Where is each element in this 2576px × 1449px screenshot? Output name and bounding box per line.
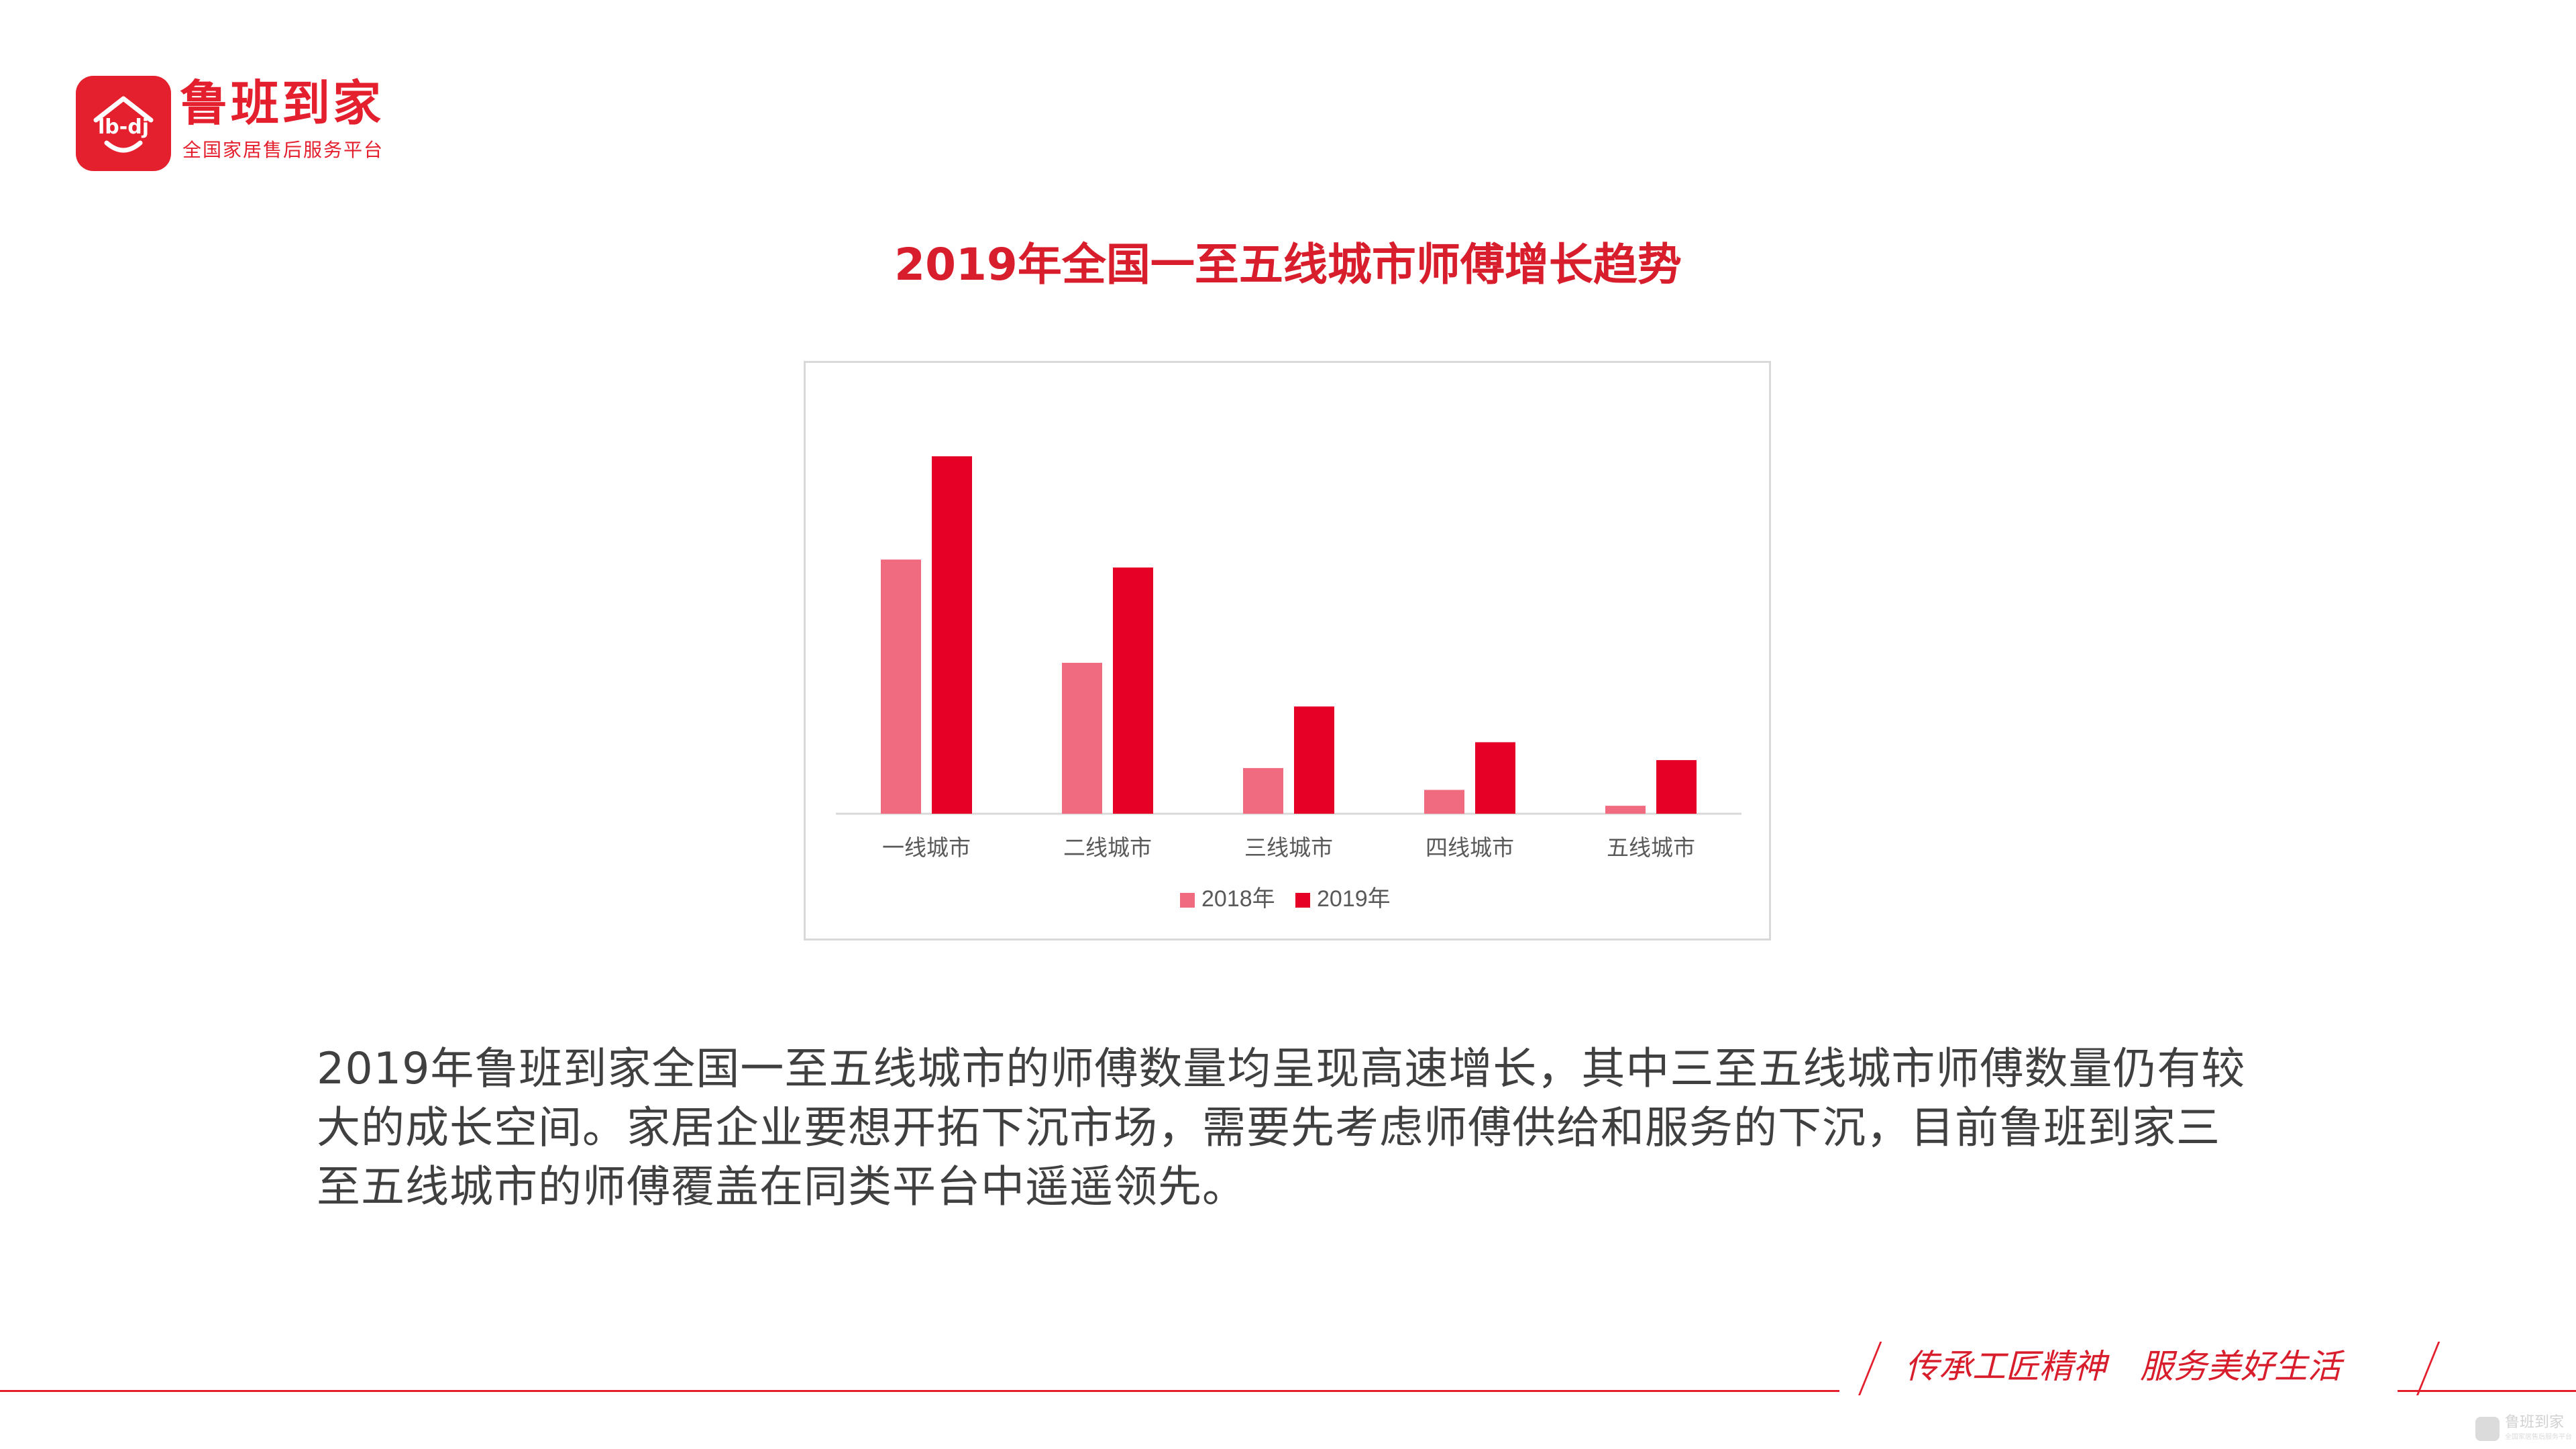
x-tick-label: 二线城市 — [1063, 835, 1152, 861]
bar-2019-3 — [1294, 706, 1334, 814]
watermark-logo-icon — [2475, 1417, 2500, 1441]
footer-slogan-1: 传承工匠精神 — [1905, 1347, 2106, 1386]
bar-2018-3 — [1243, 767, 1283, 814]
legend-swatch-2019 — [1295, 893, 1310, 908]
bar-2018-4 — [1424, 790, 1464, 814]
bar-chart: 一线城市 二线城市 三线城市 四线城市 五线城市 2018年 2019年 — [836, 456, 1741, 912]
footer-slash-left — [1858, 1342, 1882, 1395]
bar-2019-2 — [1113, 567, 1153, 814]
bar-2018-2 — [1062, 663, 1102, 814]
logo-name: 鲁班到家 — [180, 75, 384, 131]
logo-badge: lb-dj — [76, 76, 171, 171]
logo-house-icon: lb-dj — [93, 96, 154, 153]
bar-2019-5 — [1656, 760, 1697, 814]
bar-2019-1 — [932, 456, 972, 814]
x-tick-label: 四线城市 — [1426, 835, 1514, 861]
description-paragraph: 2019年鲁班到家全国一至五线城市的师傅数量均呈现高速增长，其中三至五线城市师傅… — [317, 1044, 2246, 1212]
watermark-text: 鲁班到家 — [2505, 1414, 2565, 1431]
footer-slash-right — [2416, 1342, 2440, 1395]
page-title: 2019年全国一至五线城市师傅增长趋势 — [894, 239, 1682, 290]
legend-label-2019: 2019年 — [1317, 886, 1391, 912]
x-tick-label: 五线城市 — [1607, 835, 1695, 861]
footer-slogan-2: 服务美好生活 — [2140, 1347, 2341, 1386]
watermark: 鲁班到家 全国家居售后服务平台 — [2475, 1414, 2572, 1445]
legend-label-2018: 2018年 — [1201, 886, 1275, 912]
footer-divider-left — [0, 1390, 1839, 1392]
footer-slogan: 传承工匠精神 服务美好生活 — [1905, 1350, 2341, 1383]
legend-swatch-2018 — [1180, 893, 1195, 908]
x-tick-label: 一线城市 — [882, 835, 971, 861]
bar-2018-1 — [881, 559, 921, 814]
x-tick-label: 三线城市 — [1244, 835, 1333, 861]
bar-2019-4 — [1475, 742, 1515, 814]
chart-frame: 一线城市 二线城市 三线城市 四线城市 五线城市 2018年 2019年 — [804, 361, 1771, 941]
footer-divider-right — [2398, 1390, 2576, 1392]
watermark-subtext: 全国家居售后服务平台 — [2505, 1434, 2572, 1441]
logo-badge-text: lb-dj — [98, 115, 149, 139]
logo-tagline: 全国家居售后服务平台 — [182, 139, 384, 161]
bar-2018-5 — [1605, 806, 1646, 814]
